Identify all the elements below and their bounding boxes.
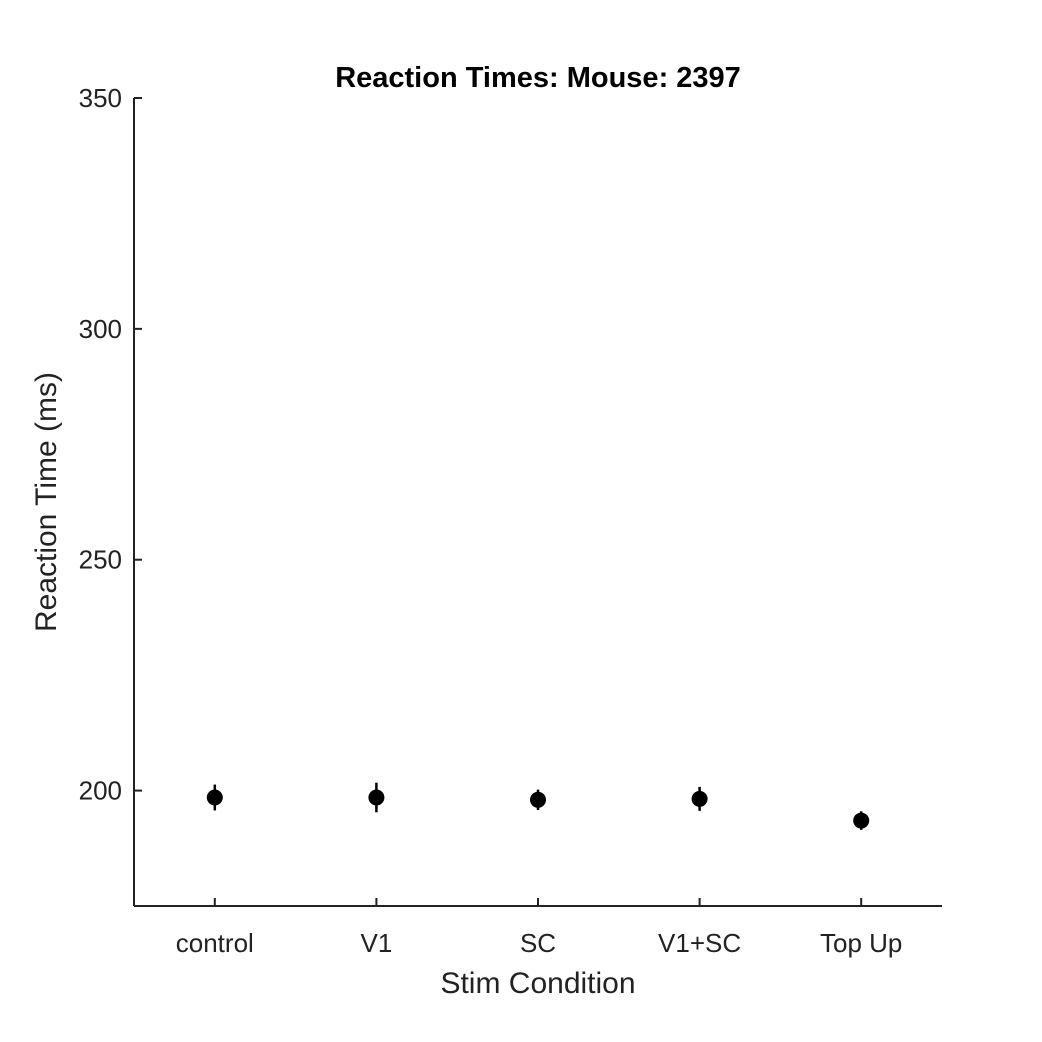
y-tick-label: 200 bbox=[79, 776, 122, 806]
x-axis-title: Stim Condition bbox=[440, 967, 635, 1000]
x-axis-ticks: control V1 SC V1+SC Top Up bbox=[176, 898, 902, 958]
y-tick-label: 350 bbox=[79, 83, 122, 113]
data-point bbox=[691, 790, 708, 807]
y-tick-label: 250 bbox=[79, 545, 122, 575]
data-point bbox=[368, 789, 385, 806]
x-tick-label: control bbox=[176, 928, 254, 958]
data-points bbox=[206, 782, 870, 830]
data-point bbox=[530, 791, 546, 808]
x-tick-label: V1+SC bbox=[658, 928, 741, 958]
data-point bbox=[853, 812, 870, 829]
axes bbox=[133, 98, 942, 907]
x-tick-label: SC bbox=[520, 928, 556, 958]
y-axis-title: Reaction Time (ms) bbox=[30, 372, 63, 632]
x-tick-label: V1 bbox=[360, 928, 392, 958]
chart-title: Reaction Times: Mouse: 2397 bbox=[335, 62, 741, 94]
data-point bbox=[206, 789, 223, 806]
x-tick-label: Top Up bbox=[820, 928, 902, 958]
y-axis-ticks: 200 250 300 350 bbox=[79, 83, 142, 806]
y-tick-label: 300 bbox=[79, 314, 122, 344]
